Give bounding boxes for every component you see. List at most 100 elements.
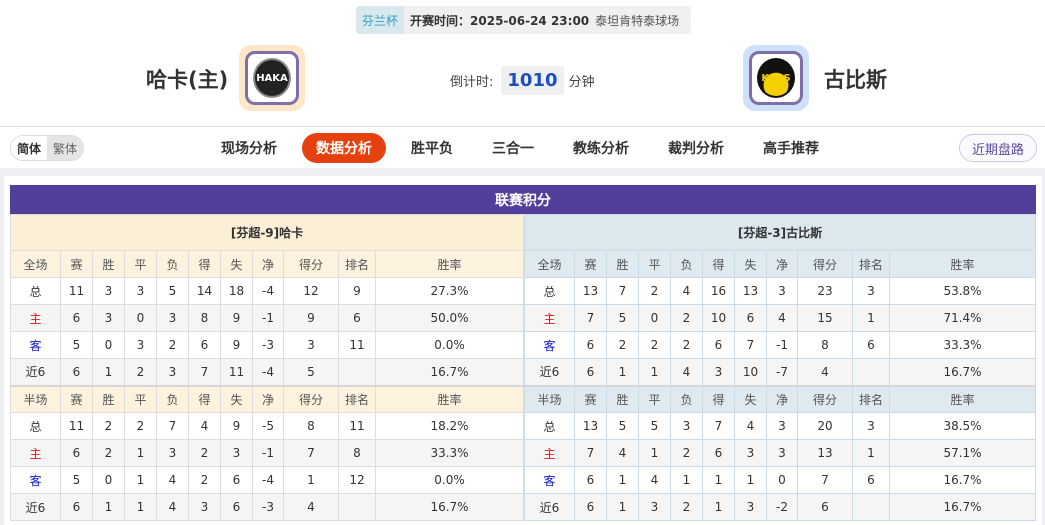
stat-cell: -2 <box>766 493 798 521</box>
stat-cell: -4 <box>252 277 284 305</box>
column-header: 半场 <box>524 384 575 413</box>
stat-cell: -1 <box>252 439 284 467</box>
table-row: 主 6 3 0 3 8 9 -1 9 6 50.0% <box>10 304 524 332</box>
column-header: 赛 <box>60 384 93 413</box>
stat-cell: 6 <box>220 466 253 494</box>
column-header: 失 <box>220 250 253 278</box>
row-label: 客 <box>524 466 575 494</box>
stat-cell: 50.0% <box>375 304 524 332</box>
stat-cell: 1 <box>702 466 735 494</box>
stat-cell: 11 <box>60 412 93 440</box>
stat-cell: 11 <box>338 331 376 359</box>
stat-cell: 7 <box>734 331 767 359</box>
stat-cell: 4 <box>156 493 189 521</box>
stat-cell: 3 <box>156 439 189 467</box>
row-label: 总 <box>10 277 61 305</box>
stat-cell: -3 <box>252 493 284 521</box>
countdown-value: 1010 <box>501 66 564 95</box>
lang-simplified[interactable]: 简体 <box>11 136 48 160</box>
stat-cell: 5 <box>606 412 639 440</box>
column-header: 得 <box>702 384 735 413</box>
stat-cell: 7 <box>188 358 221 386</box>
away-standings-table: [芬超-3]古比斯 全场赛胜平负得失净得分 排名 胜率总 13 7 2 4 16 13 3 23 3 53… <box>524 214 1036 521</box>
row-label: 近6 <box>10 358 61 386</box>
stat-cell: 2 <box>156 331 189 359</box>
venue: 泰坦肯特泰球场 <box>595 13 680 28</box>
column-header: 胜率 <box>375 250 524 278</box>
stat-cell: 1 <box>638 358 671 386</box>
column-header: 胜 <box>92 250 125 278</box>
recent-odds-button[interactable]: 近期盘路 <box>958 134 1037 162</box>
lang-traditional[interactable]: 繁体 <box>47 136 84 160</box>
stat-cell: 4 <box>606 439 639 467</box>
stat-cell: 2 <box>188 466 221 494</box>
stat-cell: 9 <box>220 331 253 359</box>
stat-cell: 3 <box>638 493 671 521</box>
column-header: 负 <box>670 384 703 413</box>
tab-2[interactable]: 胜平负 <box>411 141 453 157</box>
table-row: 近6 6 1 1 4 3 10 -7 4 16.7% <box>524 358 1036 386</box>
stat-cell: -1 <box>252 304 284 332</box>
stat-cell: 6 <box>702 331 735 359</box>
column-header: 失 <box>220 384 253 413</box>
stat-cell: 6 <box>734 304 767 332</box>
stat-cell: 7 <box>606 277 639 305</box>
row-label: 主 <box>10 439 61 467</box>
stat-cell: 4 <box>670 277 703 305</box>
tab-0[interactable]: 现场分析 <box>221 141 277 157</box>
tab-1[interactable]: 数据分析 <box>302 133 386 163</box>
stat-cell: 7 <box>156 412 189 440</box>
stat-cell: 1 <box>124 493 157 521</box>
table-row: 主 7 5 0 2 10 6 4 15 1 71.4% <box>524 304 1036 332</box>
tab-6[interactable]: 高手推荐 <box>763 141 819 157</box>
stat-cell: 4 <box>734 412 767 440</box>
row-label: 近6 <box>524 493 575 521</box>
table-row: 总 11 2 2 7 4 9 -5 8 11 18.2% <box>10 412 524 440</box>
column-header: 胜率 <box>375 384 524 413</box>
table-row: 总 11 3 3 5 14 18 -4 12 9 27.3% <box>10 277 524 305</box>
column-header: 半场 <box>10 384 61 413</box>
table-row: 主 7 4 1 2 6 3 3 13 1 57.1% <box>524 439 1036 467</box>
stat-cell: 4 <box>766 304 798 332</box>
stat-cell: 4 <box>156 466 189 494</box>
row-label: 总 <box>524 277 575 305</box>
stat-cell: 5 <box>283 358 339 386</box>
column-header: 平 <box>124 250 157 278</box>
stat-cell: 4 <box>670 358 703 386</box>
home-team-name[interactable]: 哈卡(主) <box>146 68 229 92</box>
stat-cell: 6 <box>797 493 853 521</box>
tab-5[interactable]: 裁判分析 <box>668 141 724 157</box>
stat-cell: 6 <box>60 493 93 521</box>
column-header: 胜率 <box>889 250 1036 278</box>
away-team-logo[interactable]: KuPS <box>743 45 809 111</box>
stat-cell: -4 <box>252 466 284 494</box>
stat-cell: 6 <box>852 331 890 359</box>
tab-4[interactable]: 教练分析 <box>573 141 629 157</box>
away-team-name[interactable]: 古比斯 <box>824 68 887 92</box>
stat-cell: 16 <box>702 277 735 305</box>
table-row: 客 6 1 4 1 1 1 0 7 6 16.7% <box>524 466 1036 494</box>
stat-cell: 27.3% <box>375 277 524 305</box>
stat-cell: 6 <box>574 466 607 494</box>
cup-label[interactable]: 芬兰杯 <box>356 6 405 34</box>
home-team-logo[interactable]: HAKA <box>239 45 305 111</box>
column-header: 负 <box>156 250 189 278</box>
stat-cell: 6 <box>60 358 93 386</box>
countdown-unit: 分钟 <box>568 75 595 90</box>
stat-cell: 71.4% <box>889 304 1036 332</box>
stat-cell <box>852 358 890 386</box>
stat-cell: 5 <box>606 304 639 332</box>
stat-cell: 2 <box>92 439 125 467</box>
stat-cell: 1 <box>606 466 639 494</box>
stat-cell: 1 <box>852 304 890 332</box>
stat-cell: 3 <box>92 304 125 332</box>
stat-cell: 2 <box>124 358 157 386</box>
column-header: 排名 <box>338 250 376 278</box>
stat-cell: 6 <box>60 439 93 467</box>
column-header: 得分 <box>283 250 339 278</box>
stat-cell: 3 <box>156 358 189 386</box>
stat-cell: 3 <box>766 439 798 467</box>
stat-cell: 16.7% <box>889 493 1036 521</box>
column-header: 得分 <box>797 250 853 278</box>
tab-3[interactable]: 三合一 <box>492 141 534 157</box>
